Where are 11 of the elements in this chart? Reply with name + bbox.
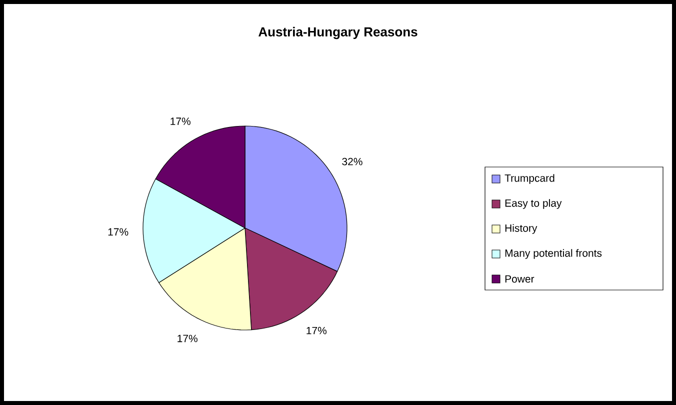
data-label: 17% [108,228,128,236]
data-label: 17% [178,334,198,342]
legend-label: Easy to play [505,199,562,209]
legend-label: Many potential fronts [505,249,602,259]
data-label: 32% [342,158,362,166]
legend-label: Power [505,275,534,283]
chart-title: Austria-Hungary Reasons [258,26,418,40]
data-label: 17% [306,326,327,334]
data-label: 17% [170,118,190,125]
legend-label: History [505,224,538,234]
legend-label: Trumpcard [504,174,554,184]
